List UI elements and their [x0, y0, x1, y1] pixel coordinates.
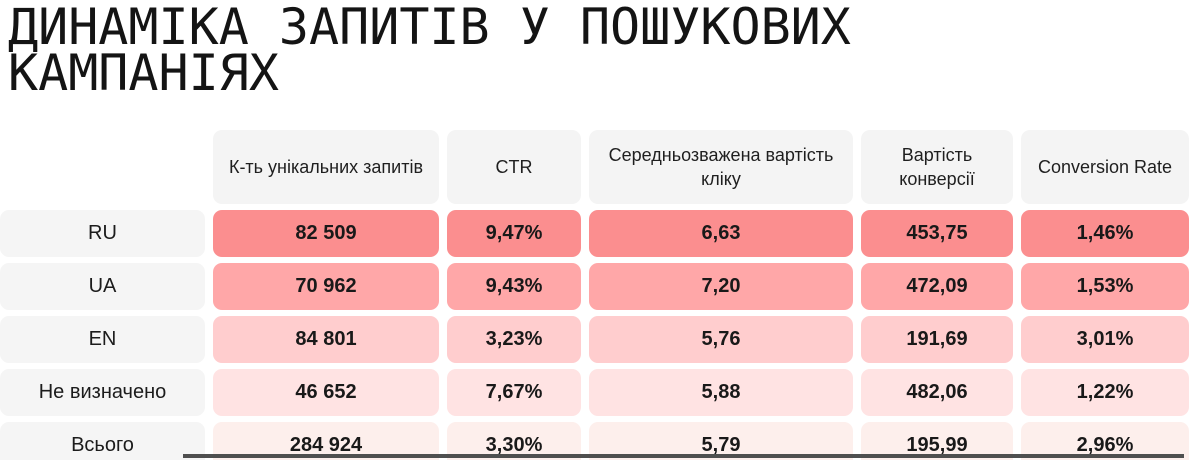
data-cell-en-conversion-cost: 191,69	[861, 316, 1013, 363]
data-cell-en-conversion-rate: 3,01%	[1021, 316, 1189, 363]
data-cell-ru-conversion-cost: 453,75	[861, 210, 1013, 257]
data-cell-en-avg-cpc: 5,76	[589, 316, 853, 363]
column-header-conversion-cost: Вартість конверсії	[861, 130, 1013, 204]
data-cell-en-ctr: 3,23%	[447, 316, 581, 363]
data-cell-undefined-ctr: 7,67%	[447, 369, 581, 416]
row-label-undefined: Не визначено	[0, 369, 205, 416]
column-header-conversion-rate: Conversion Rate	[1021, 130, 1189, 204]
row-label-ua: UA	[0, 263, 205, 310]
page-title-line2: КАМПАНІЯХ	[8, 44, 279, 102]
column-header-ctr: CTR	[447, 130, 581, 204]
data-cell-undefined-conversion-rate: 1,22%	[1021, 369, 1189, 416]
row-label-en: EN	[0, 316, 205, 363]
data-cell-ua-avg-cpc: 7,20	[589, 263, 853, 310]
metrics-table: К-ть унікальних запитів CTR Середньозваж…	[0, 130, 1189, 460]
data-cell-ua-conversion-rate: 1,53%	[1021, 263, 1189, 310]
data-cell-undefined-conversion-cost: 482,06	[861, 369, 1013, 416]
data-cell-total-conversion-rate: 2,96%	[1021, 422, 1189, 460]
data-cell-ru-ctr: 9,47%	[447, 210, 581, 257]
bottom-divider	[183, 454, 1184, 458]
data-cell-total-ctr: 3,30%	[447, 422, 581, 460]
data-cell-ua-conversion-cost: 472,09	[861, 263, 1013, 310]
column-header-avg-cpc: Середньозважена вартість кліку	[589, 130, 853, 204]
data-cell-ua-ctr: 9,43%	[447, 263, 581, 310]
row-label-ru: RU	[0, 210, 205, 257]
data-cell-undefined-unique-queries: 46 652	[213, 369, 439, 416]
data-cell-en-unique-queries: 84 801	[213, 316, 439, 363]
corner-spacer	[0, 130, 205, 204]
data-cell-ru-unique-queries: 82 509	[213, 210, 439, 257]
data-cell-ua-unique-queries: 70 962	[213, 263, 439, 310]
data-cell-ru-conversion-rate: 1,46%	[1021, 210, 1189, 257]
data-cell-undefined-avg-cpc: 5,88	[589, 369, 853, 416]
page-title: ДИНАМІКА ЗАПИТІВ У ПОШУКОВИХ КАМПАНІЯХ	[0, 0, 1200, 98]
page-title-line1: ДИНАМІКА ЗАПИТІВ У ПОШУКОВИХ	[8, 0, 851, 56]
data-cell-total-unique-queries: 284 924	[213, 422, 439, 460]
column-header-unique-queries: К-ть унікальних запитів	[213, 130, 439, 204]
row-label-total: Всього	[0, 422, 205, 460]
data-cell-total-avg-cpc: 5,79	[589, 422, 853, 460]
data-cell-total-conversion-cost: 195,99	[861, 422, 1013, 460]
data-cell-ru-avg-cpc: 6,63	[589, 210, 853, 257]
